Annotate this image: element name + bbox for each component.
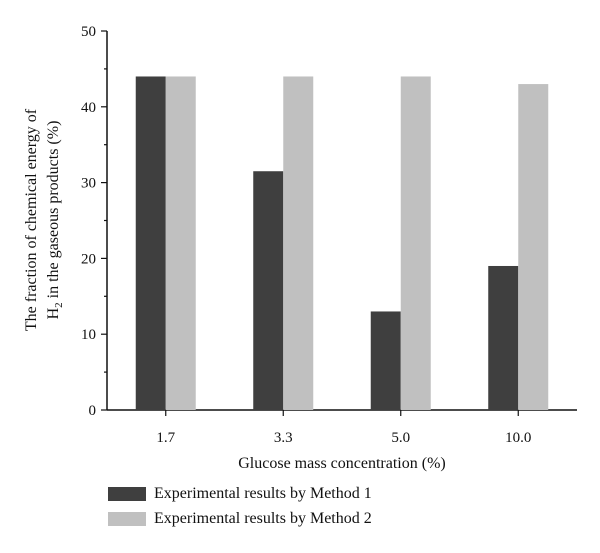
bar-method-2-1.7	[165, 76, 196, 410]
legend-item-method-1: Experimental results by Method 1	[108, 482, 372, 506]
bar-method-2-10.0	[518, 84, 549, 410]
x-tick-label: 5.0	[391, 430, 410, 446]
bar-method-1-5.0	[370, 311, 401, 410]
y-tick-label: 30	[81, 176, 96, 192]
bar-method-1-3.3	[253, 171, 284, 410]
y-tick-label: 20	[81, 251, 96, 267]
x-tick-label: 3.3	[274, 430, 293, 446]
y-tick-label: 10	[81, 327, 96, 343]
legend-item-method-2: Experimental results by Method 2	[108, 507, 372, 531]
y-tick-label: 40	[81, 100, 96, 116]
y-axis-title: The fraction of chemical energy of H2 in…	[23, 108, 65, 331]
legend-swatch-method-2	[108, 512, 146, 526]
y-axis-title-line1: The fraction of chemical energy of	[23, 108, 40, 331]
bar-method-1-10.0	[488, 265, 519, 410]
legend-label-method-2: Experimental results by Method 2	[154, 510, 372, 527]
y-tick-label: 0	[89, 403, 97, 419]
bar-method-2-3.3	[283, 76, 314, 410]
x-axis-title: Glucose mass concentration (%)	[238, 455, 445, 472]
bar-method-2-5.0	[400, 76, 431, 410]
x-tick-label: 10.0	[505, 430, 531, 446]
bar-method-1-1.7	[135, 76, 166, 410]
y-tick-label: 50	[81, 24, 96, 40]
legend: Experimental results by Method 1 Experim…	[108, 482, 372, 532]
bar-chart: The fraction of chemical energy of H2 in…	[23, 24, 577, 472]
x-tick-label: 1.7	[156, 430, 175, 446]
legend-swatch-method-1	[108, 487, 146, 501]
legend-label-method-1: Experimental results by Method 1	[154, 485, 372, 502]
y-axis-title-line2: H2 in the gaseous products (%)	[45, 121, 65, 320]
